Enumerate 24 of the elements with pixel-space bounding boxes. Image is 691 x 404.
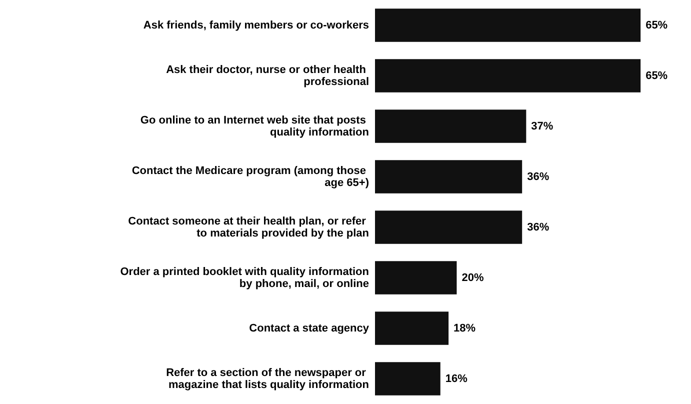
data-label: 37%	[531, 120, 554, 132]
data-label: 65%	[646, 70, 668, 82]
data-label: 36%	[527, 221, 550, 234]
data-label: 36%	[527, 170, 550, 183]
data-label: 65%	[646, 19, 668, 32]
y-tick-label: Refer to a section of the newspaper or magazine that lists quality information	[166, 366, 370, 391]
bar	[375, 312, 449, 345]
y-tick-label: Ask their doctor, nurse or other health professional	[166, 64, 369, 88]
bar	[375, 8, 641, 42]
y-tick-label: Order a printed booklet with quality information by phone, mail, or online	[120, 266, 370, 290]
y-tick-label: Ask friends, family members or co-workers	[143, 19, 369, 32]
y-tick-label: Contact the Medicare program (among those age 65+)	[132, 164, 370, 189]
bar	[375, 210, 522, 244]
bar	[375, 160, 522, 194]
bar	[375, 59, 641, 92]
bar	[375, 261, 457, 294]
data-label: 16%	[445, 372, 468, 385]
y-tick-label: Go online to an Internet web site that posts quality information	[140, 114, 370, 138]
y-tick-label: Contact someone at their health plan, or refer to materials provided by the plan	[128, 215, 370, 240]
data-label: 20%	[462, 272, 484, 284]
bar	[375, 110, 526, 143]
data-label: 18%	[454, 322, 476, 334]
bar	[375, 362, 440, 396]
y-tick-label: Contact a state agency	[249, 322, 370, 334]
